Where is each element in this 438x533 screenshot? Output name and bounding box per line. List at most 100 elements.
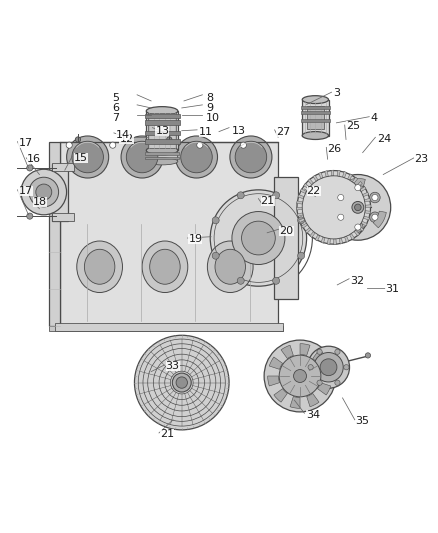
Circle shape <box>27 213 33 219</box>
Circle shape <box>121 136 163 178</box>
Wedge shape <box>330 213 344 230</box>
Circle shape <box>335 349 340 354</box>
Bar <box>145 140 180 144</box>
Polygon shape <box>304 183 310 189</box>
Circle shape <box>308 365 313 370</box>
Text: 26: 26 <box>328 144 342 154</box>
Polygon shape <box>339 238 343 244</box>
Wedge shape <box>307 393 319 407</box>
Text: 27: 27 <box>276 127 290 136</box>
Bar <box>49 142 60 326</box>
Polygon shape <box>318 172 323 179</box>
Ellipse shape <box>146 107 178 115</box>
Circle shape <box>134 335 229 430</box>
Ellipse shape <box>302 96 328 103</box>
Polygon shape <box>300 189 307 193</box>
Text: 11: 11 <box>199 127 213 136</box>
Circle shape <box>181 141 212 173</box>
Circle shape <box>307 346 350 388</box>
Text: 19: 19 <box>188 235 202 244</box>
Text: 25: 25 <box>346 122 360 131</box>
Circle shape <box>232 212 285 264</box>
Bar <box>145 114 180 118</box>
Circle shape <box>372 214 378 220</box>
Text: 21: 21 <box>261 196 275 206</box>
Text: 12: 12 <box>120 134 134 144</box>
Wedge shape <box>268 376 279 386</box>
Text: 6: 6 <box>112 103 119 113</box>
Circle shape <box>372 195 378 200</box>
Text: 32: 32 <box>350 276 364 286</box>
Circle shape <box>352 201 364 213</box>
Circle shape <box>172 373 191 392</box>
Text: 23: 23 <box>414 154 428 164</box>
Circle shape <box>212 252 219 259</box>
Circle shape <box>365 353 371 358</box>
Text: 16: 16 <box>27 154 41 164</box>
Circle shape <box>317 349 322 354</box>
Bar <box>301 111 330 114</box>
Circle shape <box>36 184 52 200</box>
Polygon shape <box>363 192 369 197</box>
Circle shape <box>338 195 344 200</box>
Wedge shape <box>281 345 293 359</box>
Polygon shape <box>345 236 349 243</box>
Text: 15: 15 <box>74 153 88 163</box>
Bar <box>302 100 328 135</box>
Circle shape <box>235 141 267 173</box>
Ellipse shape <box>215 249 245 284</box>
Wedge shape <box>300 344 310 356</box>
Circle shape <box>355 184 361 191</box>
Polygon shape <box>364 216 370 220</box>
Text: 3: 3 <box>333 88 340 99</box>
Circle shape <box>126 141 158 173</box>
Circle shape <box>67 136 109 178</box>
Polygon shape <box>365 205 371 207</box>
Text: 14: 14 <box>116 130 130 140</box>
Circle shape <box>338 214 344 220</box>
Wedge shape <box>348 179 365 187</box>
Polygon shape <box>315 235 320 241</box>
Circle shape <box>197 142 203 148</box>
Ellipse shape <box>85 249 115 284</box>
Text: 20: 20 <box>279 225 293 236</box>
Polygon shape <box>297 213 303 216</box>
Circle shape <box>66 142 72 148</box>
Bar <box>301 119 330 122</box>
Circle shape <box>336 192 346 203</box>
Polygon shape <box>365 211 371 214</box>
Bar <box>60 142 278 326</box>
Circle shape <box>320 359 337 376</box>
Bar <box>52 213 74 221</box>
Circle shape <box>230 136 272 178</box>
Polygon shape <box>357 182 362 187</box>
Text: 17: 17 <box>18 186 32 196</box>
Circle shape <box>355 224 361 230</box>
Circle shape <box>176 377 187 388</box>
Wedge shape <box>313 350 326 364</box>
Circle shape <box>317 380 322 385</box>
Polygon shape <box>308 179 314 185</box>
Ellipse shape <box>146 146 178 155</box>
Text: 22: 22 <box>307 186 321 196</box>
Circle shape <box>353 222 363 232</box>
Polygon shape <box>305 228 311 233</box>
Circle shape <box>241 221 275 255</box>
Circle shape <box>370 212 380 222</box>
Bar <box>55 323 283 331</box>
Polygon shape <box>297 207 302 210</box>
Circle shape <box>272 192 279 199</box>
Text: 10: 10 <box>206 114 220 124</box>
Circle shape <box>298 252 305 259</box>
Circle shape <box>264 340 336 412</box>
Wedge shape <box>269 357 283 369</box>
Wedge shape <box>274 389 287 402</box>
Text: 17: 17 <box>18 138 32 148</box>
Wedge shape <box>318 383 331 395</box>
Text: 18: 18 <box>33 197 47 207</box>
Bar <box>145 131 180 135</box>
Bar <box>52 164 68 221</box>
Polygon shape <box>325 171 328 177</box>
Circle shape <box>29 177 59 207</box>
Polygon shape <box>354 230 360 236</box>
